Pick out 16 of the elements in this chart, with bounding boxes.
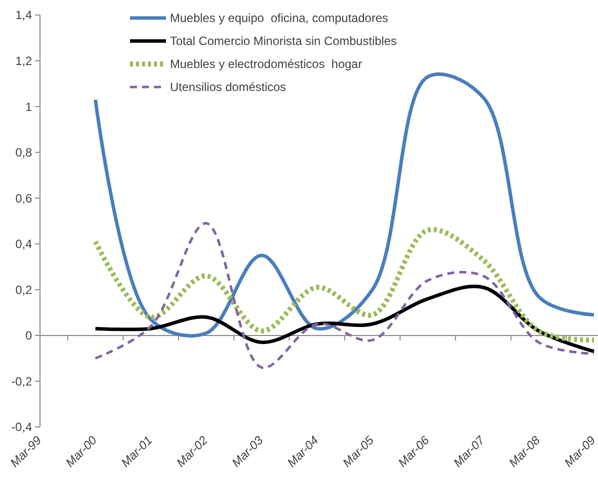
y-tick-label: 0,2 [15,282,32,297]
legend-label: Total Comercio Minorista sin Combustibles [170,34,397,48]
y-tick-label: 1 [25,100,32,114]
legend-label: Muebles y electrodomésticos hogar [170,57,362,72]
y-tick-label: 1,4 [15,8,32,22]
y-tick-label: 0 [25,328,32,343]
line-series [94,222,596,369]
y-tick-label: 0,8 [15,146,32,160]
y-tick-label: 1,2 [15,54,32,68]
legend-label: Utensilios domésticos [170,80,286,94]
y-tick-label: -0,2 [11,374,32,388]
line-series [94,284,596,354]
legend-label: Muebles y equipo oficina, computadores [170,11,388,26]
y-tick-label: 0,4 [15,237,32,252]
y-tick-label: 0,6 [15,191,32,206]
y-tick-label: -0,4 [11,420,32,434]
